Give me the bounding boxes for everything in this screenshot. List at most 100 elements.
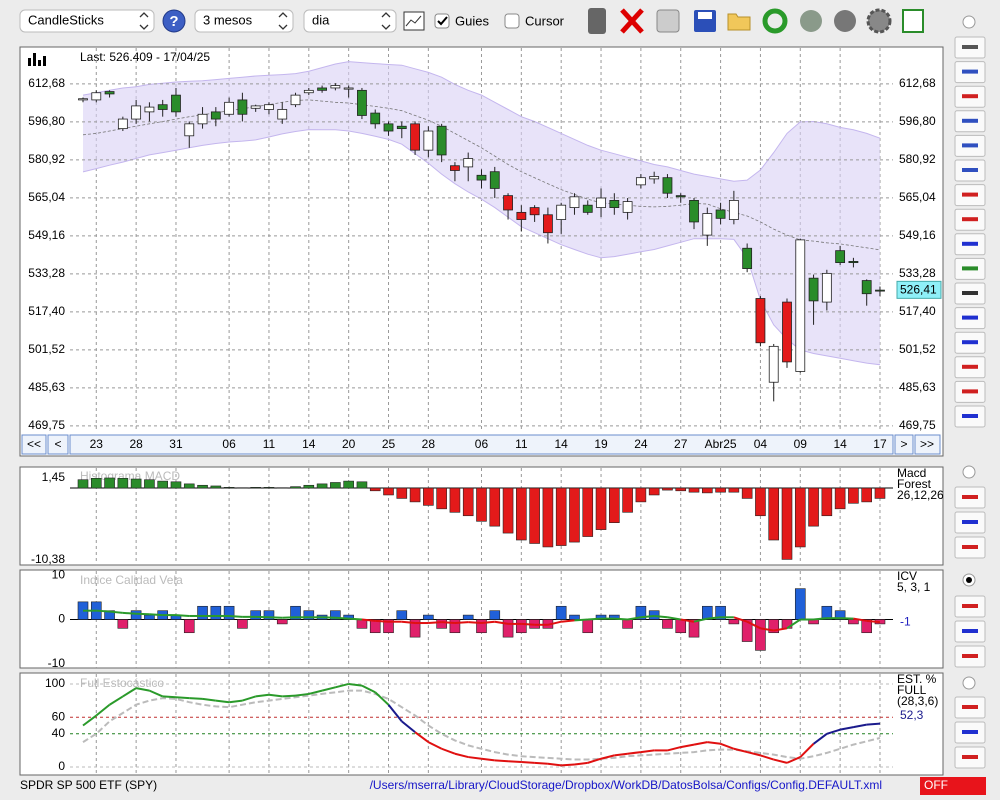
k-segment <box>387 704 403 722</box>
chart-icon[interactable] <box>403 11 425 31</box>
candle-body <box>197 113 208 125</box>
k-segment <box>812 733 828 745</box>
k-segment <box>295 692 309 697</box>
line-segment <box>667 616 681 621</box>
last-value: -1 <box>900 614 911 628</box>
k-segment <box>799 743 815 758</box>
candle-body <box>821 272 832 303</box>
bar <box>237 619 248 629</box>
candle-body <box>171 94 181 113</box>
bar <box>330 482 341 489</box>
candle-body <box>237 99 248 115</box>
bar <box>263 487 275 489</box>
radio[interactable] <box>962 15 976 29</box>
bar <box>662 619 673 629</box>
candle-body <box>755 298 766 344</box>
bar <box>648 487 660 496</box>
calendar-icon[interactable] <box>902 9 924 33</box>
bar <box>276 619 288 625</box>
line-segment <box>441 621 455 625</box>
candle-body <box>330 85 341 89</box>
bar <box>170 481 182 489</box>
nav-next[interactable] <box>894 434 914 455</box>
bar <box>250 610 261 620</box>
k-segment <box>773 758 788 764</box>
print-icon[interactable] <box>656 9 680 33</box>
bar <box>250 487 261 489</box>
cursor-checkbox[interactable] <box>504 13 520 29</box>
chevron <box>278 12 288 30</box>
bar <box>516 619 527 634</box>
nav-prev[interactable] <box>47 434 69 455</box>
k-segment <box>640 749 655 754</box>
k-segment <box>547 762 562 767</box>
x-tick-label: 14 <box>555 437 569 451</box>
x-tick-label: Abr25 <box>705 437 737 451</box>
cursor-label: Cursor <box>525 13 565 28</box>
bar <box>183 619 195 634</box>
radio[interactable] <box>962 465 976 479</box>
indicator-label: 26,12,26 <box>897 488 944 502</box>
side-glyph <box>962 705 978 709</box>
y-tick-label-right: 612,68 <box>899 76 936 90</box>
open-icon[interactable] <box>727 13 751 31</box>
radio[interactable] <box>962 676 976 690</box>
k-segment <box>746 751 761 757</box>
radio-dot <box>966 577 972 583</box>
trash-icon[interactable] <box>588 8 606 34</box>
k-segment <box>468 756 482 760</box>
side-glyph <box>962 604 978 608</box>
k-segment <box>95 703 111 717</box>
side-glyph <box>962 414 978 418</box>
candle-body <box>689 200 699 223</box>
y-tick-label-right: 501,52 <box>899 342 936 356</box>
candle-body <box>702 213 713 236</box>
euro-icon[interactable] <box>834 10 856 32</box>
candle-body <box>635 177 646 186</box>
k-segment <box>534 761 548 765</box>
line-segment <box>786 618 801 630</box>
help-button[interactable] <box>162 9 186 33</box>
bar <box>529 487 540 544</box>
k-segment <box>215 699 230 704</box>
bar <box>861 487 872 503</box>
candle-body <box>450 165 460 171</box>
web-icon[interactable] <box>800 10 822 32</box>
status-box[interactable] <box>920 777 986 795</box>
period-select[interactable] <box>194 9 294 33</box>
nav-first[interactable] <box>21 434 47 455</box>
candle-body <box>675 195 686 198</box>
settings-icon[interactable] <box>866 8 892 34</box>
k-segment <box>786 756 801 764</box>
bar <box>516 487 527 541</box>
k-segment <box>760 754 775 761</box>
k-segment <box>414 731 429 743</box>
type-select[interactable] <box>19 9 155 33</box>
config-path[interactable]: /Users/mserra/Library/CloudStorage/Dropb… <box>370 778 882 792</box>
bar <box>369 619 381 634</box>
k-segment <box>255 693 270 698</box>
bar <box>768 619 780 634</box>
y-tick-label: 596,80 <box>28 114 65 128</box>
nav-last-text: >> <box>920 437 934 451</box>
bar <box>290 486 301 489</box>
bar <box>90 478 102 489</box>
nav-last[interactable] <box>914 434 941 455</box>
bar-icon <box>28 53 46 66</box>
bar <box>130 610 142 620</box>
side-glyph <box>962 45 978 49</box>
candle-body <box>569 196 580 208</box>
candle-body <box>582 204 593 213</box>
candle-body <box>835 250 846 264</box>
delete-icon[interactable] <box>620 8 644 34</box>
last-price: 526,41 <box>900 283 937 297</box>
line-segment <box>521 622 535 626</box>
k-segment <box>853 723 867 729</box>
y-tick-label: 501,52 <box>28 342 65 356</box>
k-segment <box>282 694 296 698</box>
refresh-icon[interactable] <box>762 8 788 34</box>
side-glyph <box>962 364 978 369</box>
interval-select[interactable] <box>303 9 397 33</box>
guides-checkbox[interactable] <box>434 13 450 29</box>
